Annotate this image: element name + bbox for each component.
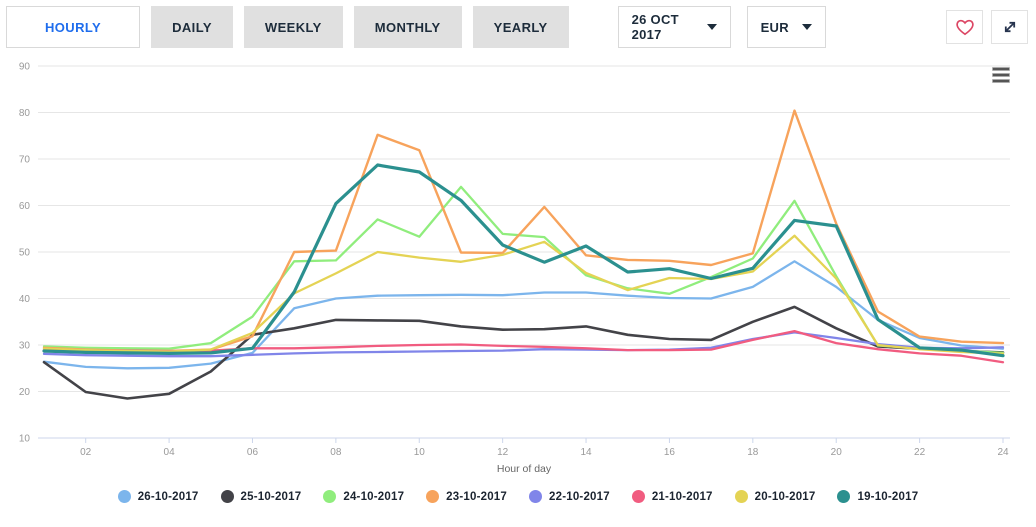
currency-selector[interactable]: EUR <box>746 6 826 48</box>
legend-item-22-10-2017[interactable]: 22-10-2017 <box>529 490 610 503</box>
hamburger-menu-icon <box>992 73 1010 77</box>
y-tick-label: 30 <box>19 341 31 352</box>
legend-label: 21-10-2017 <box>651 490 713 503</box>
x-tick-label: 16 <box>664 447 676 458</box>
tab-label: WEEKLY <box>264 19 322 35</box>
date-selector-value: 26 OCT 2017 <box>631 12 679 42</box>
legend-item-19-10-2017[interactable]: 19-10-2017 <box>837 490 918 503</box>
y-tick-label: 80 <box>19 108 31 119</box>
x-tick-label: 12 <box>497 447 509 458</box>
y-tick-label: 70 <box>19 155 31 166</box>
x-tick-label: 06 <box>247 447 259 458</box>
legend-item-23-10-2017[interactable]: 23-10-2017 <box>426 490 507 503</box>
y-axis-labels: 10 20 30 40 50 60 70 80 90 <box>19 62 31 445</box>
x-tick-label: 22 <box>914 447 926 458</box>
legend-item-20-10-2017[interactable]: 20-10-2017 <box>734 490 816 503</box>
y-tick-label: 20 <box>19 387 31 398</box>
tab-label: YEARLY <box>493 19 548 35</box>
y-tick-label: 40 <box>19 294 31 305</box>
tab-label: HOURLY <box>45 19 102 35</box>
hamburger-menu-icon <box>992 79 1010 83</box>
fullscreen-button[interactable] <box>991 10 1028 44</box>
x-tick-label: 02 <box>80 447 92 458</box>
favorite-button[interactable] <box>946 10 983 44</box>
legend-marker-icon <box>220 490 234 503</box>
legend-marker-icon <box>117 490 131 503</box>
y-tick-label: 60 <box>19 201 31 212</box>
chevron-down-icon <box>706 24 717 30</box>
tab-monthly[interactable]: MONTHLY <box>353 6 462 48</box>
x-tick-label: 10 <box>414 447 426 458</box>
x-tick-label: 20 <box>831 447 843 458</box>
legend-item-24-10-2017[interactable]: 24-10-2017 <box>323 490 404 503</box>
legend-label: 20-10-2017 <box>754 490 816 503</box>
price-chart: 10 20 30 40 50 60 70 80 90 02 04 06 08 10 12 14 16 18 20 22… <box>0 48 1036 478</box>
tab-label: MONTHLY <box>374 19 441 35</box>
x-axis: 02 04 06 08 10 12 14 16 18 20 22 24 Hour of day <box>80 438 1009 475</box>
toolbar-right-buttons <box>938 10 1028 44</box>
x-tick-label: 08 <box>330 447 342 458</box>
legend-item-21-10-2017[interactable]: 21-10-2017 <box>631 490 713 503</box>
chart-canvas: 10 20 30 40 50 60 70 80 90 02 04 06 08 10 12 14 16 18 20 22… <box>19 62 1010 475</box>
x-tick-label: 18 <box>747 447 759 458</box>
series-line-26-10-2017[interactable] <box>42 260 1005 370</box>
legend-marker-icon <box>631 490 645 503</box>
legend-item-25-10-2017[interactable]: 25-10-2017 <box>220 490 302 503</box>
series-line-22-10-2017[interactable] <box>42 331 1005 358</box>
chevron-down-icon <box>801 24 812 30</box>
legend-label: 26-10-2017 <box>137 490 199 503</box>
expand-arrows-icon <box>1004 21 1015 33</box>
legend-label: 24-10-2017 <box>343 490 405 503</box>
series-line-20-10-2017[interactable] <box>42 234 1005 355</box>
legend-label: 22-10-2017 <box>549 490 610 503</box>
legend-marker-icon <box>426 490 440 503</box>
tab-hourly[interactable]: HOURLY <box>6 6 141 48</box>
y-tick-label: 90 <box>19 62 31 73</box>
tab-weekly[interactable]: WEEKLY <box>243 6 343 48</box>
date-selector[interactable]: 26 OCT 2017 <box>617 6 731 48</box>
chart-context-menu-button[interactable] <box>990 65 1012 85</box>
legend-marker-icon <box>529 490 542 503</box>
x-tick-label: 24 <box>997 447 1009 458</box>
legend-item-26-10-2017[interactable]: 26-10-2017 <box>117 490 199 503</box>
hamburger-menu-icon <box>992 67 1010 71</box>
chart-legend: 26-10-2017 25-10-2017 24-10-2017 23-10-2017… <box>0 490 1036 503</box>
legend-marker-icon <box>323 490 337 503</box>
series-lines <box>42 109 1005 400</box>
y-tick-label: 10 <box>19 434 31 445</box>
tab-label: DAILY <box>172 19 212 35</box>
x-axis-title: Hour of day <box>497 463 552 475</box>
tab-yearly[interactable]: YEARLY <box>472 6 569 48</box>
series-line-25-10-2017[interactable] <box>42 305 1005 400</box>
legend-label: 19-10-2017 <box>857 490 919 503</box>
legend-marker-icon <box>837 490 851 503</box>
x-tick-label: 04 <box>164 447 176 458</box>
legend-label: 25-10-2017 <box>240 490 302 503</box>
series-line-19-10-2017[interactable] <box>42 163 1005 358</box>
y-gridlines <box>38 65 1010 439</box>
x-tick-label: 14 <box>580 447 592 458</box>
y-tick-label: 50 <box>19 248 31 259</box>
heart-outline-icon <box>955 19 974 36</box>
tab-daily[interactable]: DAILY <box>151 6 233 48</box>
legend-label: 23-10-2017 <box>446 490 507 503</box>
legend-marker-icon <box>734 490 748 503</box>
currency-selector-value: EUR <box>760 19 789 35</box>
toolbar: HOURLY DAILY WEEKLY MONTHLY YEARLY 26 OC… <box>0 0 1036 48</box>
